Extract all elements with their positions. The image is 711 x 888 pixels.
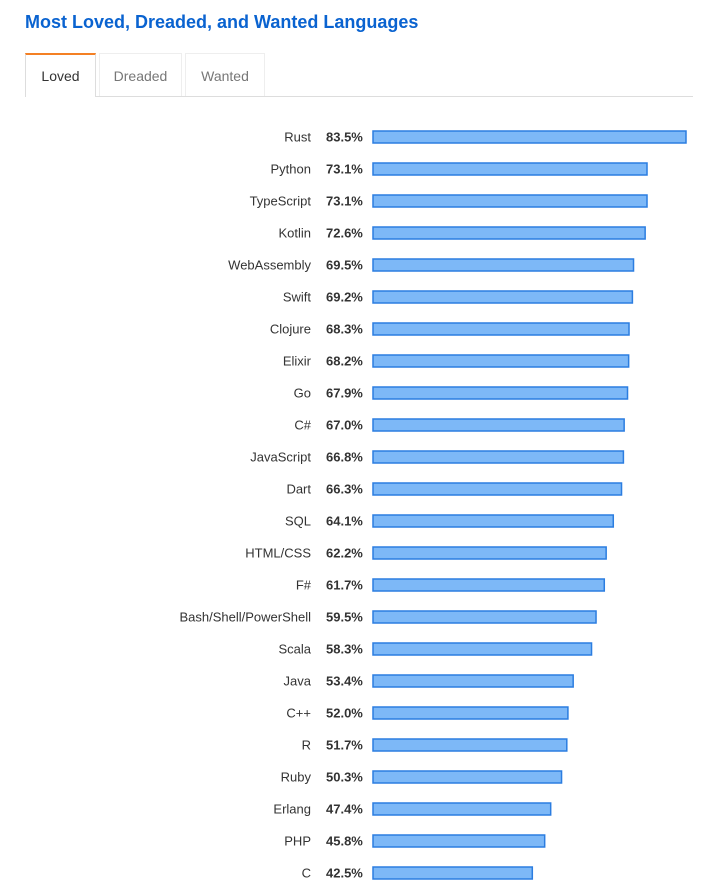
category-label: F# bbox=[296, 578, 312, 593]
bar bbox=[372, 130, 687, 144]
bar bbox=[372, 226, 646, 240]
category-label: Scala bbox=[278, 642, 311, 657]
bar bbox=[372, 514, 615, 528]
category-label: Bash/Shell/PowerShell bbox=[179, 610, 311, 625]
bar bbox=[372, 866, 534, 880]
bar bbox=[372, 418, 625, 432]
category-label: PHP bbox=[284, 834, 311, 849]
value-label: 73.1% bbox=[326, 162, 363, 177]
category-label: WebAssembly bbox=[228, 258, 311, 273]
bar bbox=[372, 162, 648, 176]
page-title: Most Loved, Dreaded, and Wanted Language… bbox=[25, 12, 419, 32]
value-label: 47.4% bbox=[326, 802, 363, 817]
value-label: 68.3% bbox=[326, 322, 363, 337]
category-label: C# bbox=[294, 418, 311, 433]
category-label: HTML/CSS bbox=[245, 546, 311, 561]
value-label: 53.4% bbox=[326, 674, 363, 689]
bar bbox=[372, 290, 634, 304]
bar bbox=[372, 194, 648, 208]
bar bbox=[372, 450, 625, 464]
bar bbox=[372, 578, 606, 592]
category-label: C bbox=[302, 866, 311, 881]
bar bbox=[372, 354, 630, 368]
value-label: 73.1% bbox=[326, 194, 363, 209]
category-label: Clojure bbox=[270, 322, 311, 337]
value-label: 59.5% bbox=[326, 610, 363, 625]
value-label: 66.8% bbox=[326, 450, 363, 465]
category-label: Swift bbox=[283, 290, 312, 305]
category-label: SQL bbox=[285, 514, 311, 529]
value-label: 58.3% bbox=[326, 642, 363, 657]
tab-loved[interactable]: Loved bbox=[25, 53, 96, 97]
category-label: Elixir bbox=[283, 354, 312, 369]
category-label: Go bbox=[294, 386, 311, 401]
value-label: 64.1% bbox=[326, 514, 363, 529]
bar bbox=[372, 706, 569, 720]
bar bbox=[372, 834, 546, 848]
bar bbox=[372, 322, 630, 336]
tab-bar: Loved Dreaded Wanted bbox=[25, 53, 693, 97]
bar bbox=[372, 674, 574, 688]
value-label: 42.5% bbox=[326, 866, 363, 881]
value-label: 83.5% bbox=[326, 130, 363, 145]
value-label: 62.2% bbox=[326, 546, 363, 561]
bar bbox=[372, 546, 607, 560]
tab-wanted[interactable]: Wanted bbox=[185, 53, 265, 96]
value-label: 67.0% bbox=[326, 418, 363, 433]
loved-languages-bar-chart: Rust 83.5% Python 73.1% TypeScript 73.1% Kotli… bbox=[179, 130, 687, 881]
value-label: 69.2% bbox=[326, 290, 363, 305]
value-label: 51.7% bbox=[326, 738, 363, 753]
bar bbox=[372, 258, 635, 272]
value-label: 50.3% bbox=[326, 770, 363, 785]
bar bbox=[372, 642, 593, 656]
value-label: 45.8% bbox=[326, 834, 363, 849]
value-label: 61.7% bbox=[326, 578, 363, 593]
value-label: 66.3% bbox=[326, 482, 363, 497]
bar bbox=[372, 770, 563, 784]
bar bbox=[372, 610, 597, 624]
bar bbox=[372, 482, 623, 496]
category-label: R bbox=[302, 738, 311, 753]
category-label: Ruby bbox=[281, 770, 312, 785]
category-label: TypeScript bbox=[250, 194, 312, 209]
value-label: 67.9% bbox=[326, 386, 363, 401]
bar bbox=[372, 738, 568, 752]
bar bbox=[372, 386, 629, 400]
value-label: 52.0% bbox=[326, 706, 363, 721]
value-label: 69.5% bbox=[326, 258, 363, 273]
category-label: Kotlin bbox=[278, 226, 311, 241]
value-label: 72.6% bbox=[326, 226, 363, 241]
category-label: JavaScript bbox=[250, 450, 311, 465]
category-label: Rust bbox=[284, 130, 311, 145]
category-label: Java bbox=[284, 674, 312, 689]
value-label: 68.2% bbox=[326, 354, 363, 369]
bar bbox=[372, 802, 552, 816]
tab-dreaded[interactable]: Dreaded bbox=[99, 53, 182, 96]
category-label: Erlang bbox=[273, 802, 311, 817]
category-label: C++ bbox=[286, 706, 311, 721]
category-label: Python bbox=[271, 162, 311, 177]
category-label: Dart bbox=[286, 482, 311, 497]
